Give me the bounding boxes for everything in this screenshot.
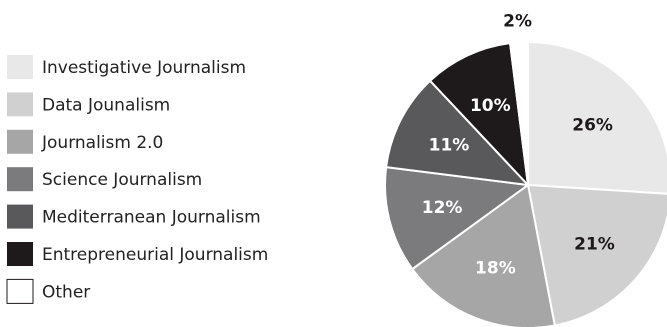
legend-item: Data Jounalism: [7, 92, 170, 117]
legend-item: Journalism 2.0: [7, 129, 163, 154]
legend-item: Entrepreneurial Journalism: [7, 242, 268, 266]
legend-label: Journalism 2.0: [41, 133, 163, 153]
pie-slice: [527, 40, 667, 195]
slice-value-label: 21%: [574, 235, 615, 255]
slice-labels: 26% 21% 18% 12% 11%10% 2%: [422, 11, 615, 278]
slice-value-label: 18%: [475, 258, 516, 278]
pie-slice: [526, 183, 667, 327]
legend: Investigative Journalism Data Jounalism Jo…: [6, 55, 268, 304]
legend-item: Investigative Journalism: [7, 55, 246, 79]
legend-swatch: [6, 278, 34, 304]
legend-label: Mediterranean Journalism: [42, 208, 261, 228]
pie-slice: [508, 40, 529, 186]
legend-label: Entrepreneurial Journalism: [42, 245, 268, 265]
legend-swatch: [7, 204, 33, 229]
legend-swatch: [7, 55, 33, 79]
legend-swatch: [7, 242, 33, 266]
pie-slice: [410, 183, 556, 327]
legend-swatch: [7, 129, 33, 154]
slice-value-label: 2%: [503, 11, 532, 31]
pie: [384, 40, 667, 327]
legend-item: Mediterranean Journalism: [7, 204, 261, 229]
legend-label: Investigative Journalism: [42, 58, 246, 78]
legend-swatch: [7, 167, 33, 192]
slice-value-label: 10%: [470, 96, 511, 116]
legend-item: Other: [6, 278, 90, 304]
pie-slice: [384, 165, 531, 271]
pie-slice: [385, 79, 531, 187]
pie-slice: [428, 42, 530, 188]
legend-label: Other: [42, 282, 90, 302]
slice-value-label: 12%: [422, 198, 463, 218]
legend-label: Data Jounalism: [42, 95, 170, 115]
legend-label: Science Journalism: [42, 170, 202, 190]
slice-value-label: 26%: [572, 115, 613, 135]
legend-swatch: [7, 92, 33, 117]
legend-item: Science Journalism: [7, 167, 202, 192]
slice-value-label: 11%: [429, 136, 470, 156]
